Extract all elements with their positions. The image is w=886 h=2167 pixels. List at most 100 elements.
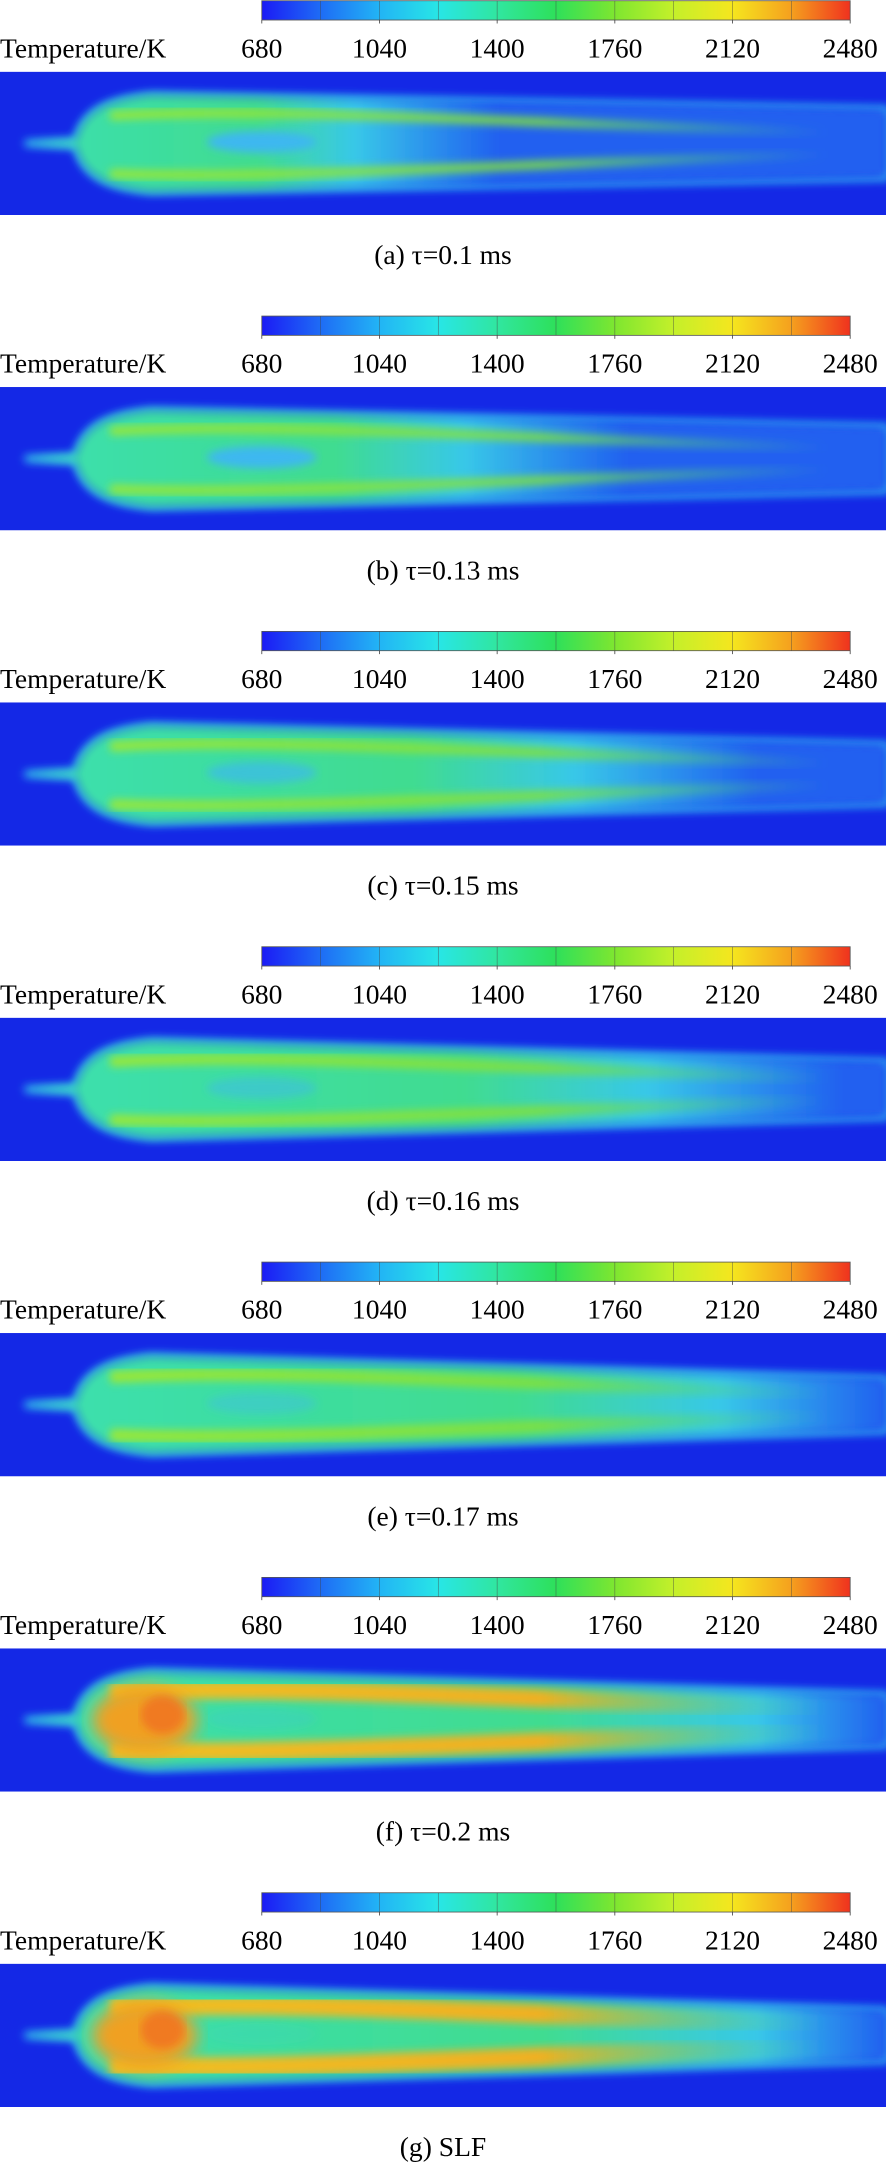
colorbar-tick-label: 680 — [241, 978, 282, 1009]
streak — [110, 780, 827, 811]
colorbar-label: Temperature/K — [0, 1609, 166, 1640]
panel: Temperature/K 680 1040 1400 1760 2120 2480 (f) … — [0, 1577, 886, 1847]
colorbar-tick-label: 2120 — [705, 32, 760, 63]
caption: (f) τ=0.2 ms — [376, 1816, 510, 1847]
streak — [110, 109, 827, 137]
colorbar-tick-label: 1400 — [470, 978, 525, 1009]
cold-core — [206, 761, 317, 784]
colorbar-tick-label: 2120 — [705, 978, 760, 1009]
temperature-field — [0, 1333, 886, 1477]
colorbar-tick-label: 1400 — [470, 1924, 525, 1955]
colorbar-tick-label: 1040 — [352, 1609, 407, 1640]
colorbar-tick-label: 1040 — [352, 663, 407, 694]
colorbar-tick-label: 1760 — [587, 32, 642, 63]
colorbar-label: Temperature/K — [0, 663, 166, 694]
streak — [110, 1095, 827, 1126]
streak — [110, 150, 827, 180]
colorbar-tick-label: 2480 — [823, 348, 878, 379]
streak — [110, 424, 827, 452]
colorbar-tick-label: 1760 — [587, 1924, 642, 1955]
panel: Temperature/K 680 1040 1400 1760 2120 2480 (g) … — [0, 1892, 886, 2162]
colorbar-tick-label: 2120 — [705, 348, 760, 379]
cold-core — [206, 1392, 317, 1415]
colorbar-tick-label: 1040 — [352, 978, 407, 1009]
plume — [24, 1041, 886, 1138]
colorbar-tick-label: 1760 — [587, 348, 642, 379]
temperature-field — [0, 71, 886, 215]
panel: Temperature/K 680 1040 1400 1760 2120 2480 (c) … — [0, 630, 886, 901]
colorbar-tick-label: 1040 — [352, 348, 407, 379]
panel: Temperature/K 680 1040 1400 1760 2120 2480 (a) … — [0, 0, 886, 270]
cold-core — [206, 130, 317, 153]
colorbar-tick-label: 1400 — [470, 1294, 525, 1325]
colorbar-tick-label: 1400 — [470, 663, 525, 694]
streak — [109, 1995, 828, 2034]
streak — [109, 1368, 827, 1400]
colorbar-tick-label: 2480 — [823, 1294, 878, 1325]
hot-core — [140, 2010, 185, 2050]
plume — [24, 410, 886, 507]
colorbar-tick-label: 1040 — [352, 32, 407, 63]
temperature-field — [0, 1963, 886, 2108]
panel: Temperature/K 680 1040 1400 1760 2120 2480 (b) … — [0, 315, 886, 585]
colorbar-tick-label: 1760 — [587, 1609, 642, 1640]
colorbar-tick-label: 1760 — [587, 663, 642, 694]
streak — [109, 1680, 828, 1719]
cold-core — [206, 1707, 317, 1730]
panel: Temperature/K 680 1040 1400 1760 2120 2480 (d) … — [0, 946, 886, 1216]
colorbar-label: Temperature/K — [0, 1924, 166, 1955]
colorbar-tick-label: 1760 — [587, 978, 642, 1009]
temperature-field — [0, 387, 886, 531]
streak — [109, 2036, 828, 2077]
colorbar-tick-label: 680 — [241, 663, 282, 694]
panel: Temperature/K 680 1040 1400 1760 2120 2480 (e) … — [0, 1261, 886, 1531]
streak — [110, 739, 827, 768]
colorbar-tick-label: 2120 — [705, 1609, 760, 1640]
colorbar-tick-label: 2120 — [705, 1294, 760, 1325]
caption: (b) τ=0.13 ms — [367, 554, 520, 585]
colorbar-label: Temperature/K — [0, 1294, 166, 1325]
plume — [24, 1356, 886, 1453]
colorbar-tick-label: 2480 — [823, 1924, 878, 1955]
colorbar-tick-label: 1040 — [352, 1294, 407, 1325]
colorbar-label: Temperature/K — [0, 978, 166, 1009]
cold-core — [206, 2022, 317, 2046]
colorbar-tick-label: 680 — [241, 1609, 282, 1640]
hot-core — [140, 1695, 185, 1734]
plume — [24, 95, 886, 192]
streak — [109, 1054, 827, 1084]
colorbar-tick-label: 1400 — [470, 1609, 525, 1640]
colorbar-tick-label: 680 — [241, 1294, 282, 1325]
colorbar-tick-label: 1040 — [352, 1924, 407, 1955]
colorbar-tick-label: 680 — [241, 348, 282, 379]
colorbar-tick-label: 2480 — [823, 32, 878, 63]
plume — [24, 725, 886, 823]
cold-core — [206, 1076, 317, 1100]
caption: (c) τ=0.15 ms — [367, 870, 518, 901]
temperature-field — [0, 702, 886, 846]
colorbar-tick-label: 2480 — [823, 978, 878, 1009]
caption: (e) τ=0.17 ms — [367, 1500, 518, 1531]
colorbar-tick-label: 2480 — [823, 1609, 878, 1640]
colorbar-tick-label: 1760 — [587, 1294, 642, 1325]
colorbar-tick-label: 2120 — [705, 1924, 760, 1955]
colorbar-tick-label: 1400 — [470, 32, 525, 63]
cold-core — [206, 446, 317, 469]
colorbar-tick-label: 1400 — [470, 348, 525, 379]
colorbar-tick-label: 680 — [241, 32, 282, 63]
colorbar-label: Temperature/K — [0, 32, 166, 63]
streak — [110, 1409, 827, 1443]
colorbar-tick-label: 680 — [241, 1924, 282, 1955]
streak — [109, 1721, 828, 1761]
colorbar-tick-label: 2120 — [705, 663, 760, 694]
caption: (a) τ=0.1 ms — [374, 239, 512, 270]
caption: (d) τ=0.16 ms — [367, 1185, 520, 1216]
streak — [110, 465, 827, 495]
temperature-field — [0, 1648, 886, 1792]
colorbar-label: Temperature/K — [0, 348, 166, 379]
colorbar-tick-label: 2480 — [823, 663, 878, 694]
caption: (g) SLF — [400, 2131, 486, 2162]
temperature-field — [0, 1017, 886, 1162]
